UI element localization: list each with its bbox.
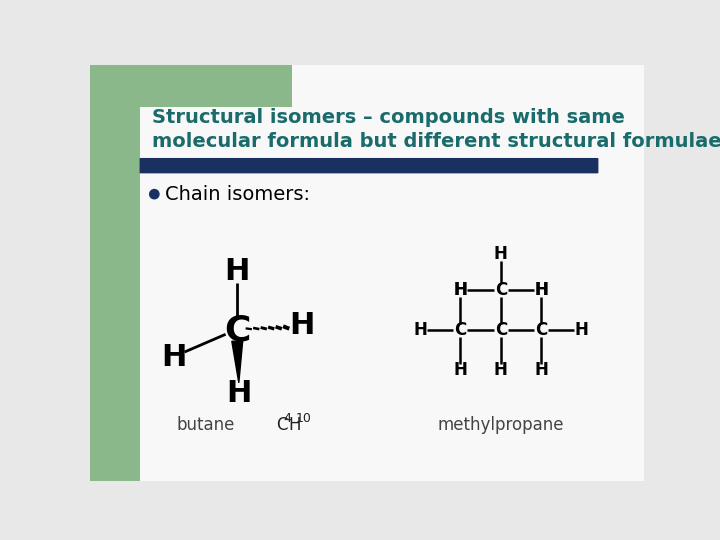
Text: Structural isomers – compounds with same: Structural isomers – compounds with same (152, 107, 625, 127)
Polygon shape (232, 341, 243, 383)
Text: C: C (224, 313, 251, 347)
Text: H: H (575, 321, 588, 340)
Bar (90, 65, 140, 481)
Text: C: C (276, 416, 287, 434)
Text: H: H (289, 416, 301, 434)
Text: 4: 4 (283, 412, 291, 425)
Text: C: C (495, 321, 507, 340)
FancyBboxPatch shape (140, 158, 598, 173)
Text: C: C (495, 281, 507, 299)
Text: H: H (413, 321, 427, 340)
Text: C: C (454, 321, 467, 340)
Text: H: H (454, 281, 467, 299)
FancyBboxPatch shape (140, 65, 644, 481)
Bar (140, 65, 292, 107)
Text: H: H (534, 361, 548, 380)
Text: molecular formula but different structural formulae.: molecular formula but different structur… (152, 132, 720, 151)
Circle shape (150, 190, 159, 199)
Text: H: H (226, 379, 251, 408)
Text: Chain isomers:: Chain isomers: (165, 185, 310, 204)
Text: H: H (534, 281, 548, 299)
Text: 10: 10 (295, 412, 311, 425)
Text: methylpropane: methylpropane (438, 416, 564, 434)
Text: butane: butane (177, 416, 235, 434)
Text: H: H (161, 343, 186, 372)
Text: C: C (535, 321, 547, 340)
Text: H: H (289, 312, 314, 340)
Text: H: H (534, 281, 548, 299)
Text: H: H (225, 258, 250, 286)
Text: H: H (454, 361, 467, 380)
Text: H: H (494, 245, 508, 263)
Text: H: H (494, 361, 508, 380)
Text: H: H (454, 281, 467, 299)
Bar (140, 65, 292, 107)
Bar (90, 65, 140, 481)
